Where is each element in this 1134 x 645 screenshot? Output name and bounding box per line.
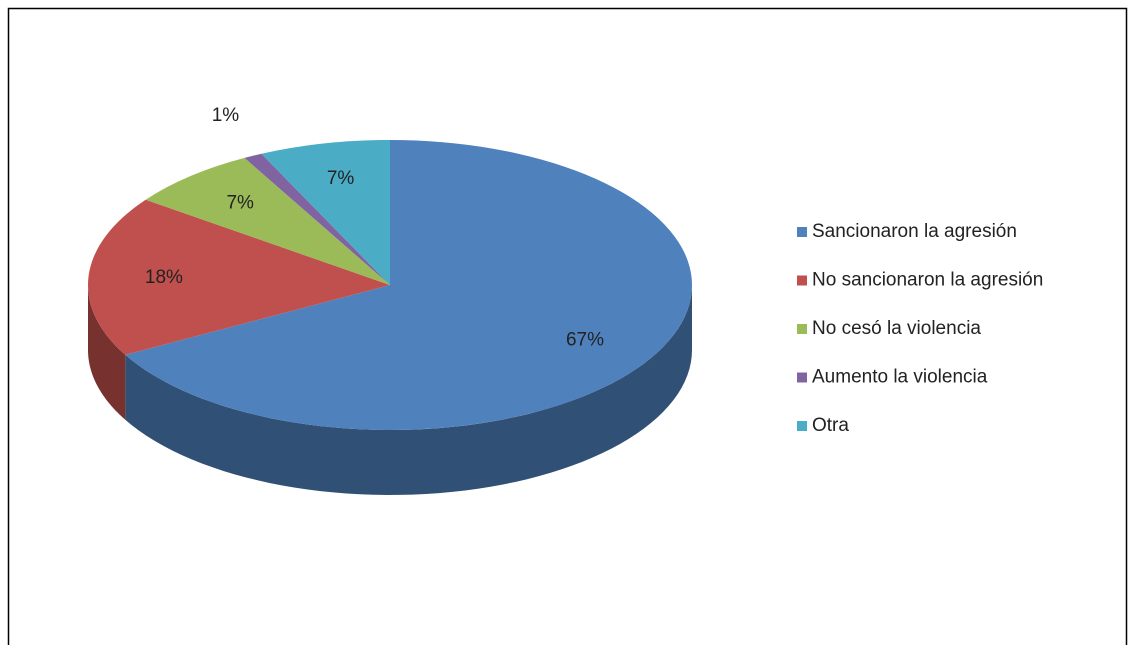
data-label: 7%: [327, 168, 355, 189]
data-label: 1%: [212, 105, 240, 126]
legend-swatch: [797, 275, 807, 286]
legend-swatch: [797, 421, 807, 431]
legend-swatch: [797, 372, 807, 383]
legend-swatch: [797, 324, 807, 334]
data-label: 67%: [566, 329, 604, 350]
legend-label: Otra: [812, 415, 849, 436]
pie-slice: [87, 199, 390, 355]
frame: [7, 7, 1128, 645]
pie-side: [125, 285, 692, 495]
pie-side: [88, 285, 126, 420]
legend-label: Sancionaron la agresión: [812, 221, 1017, 242]
legend-label: No cesó la violencia: [812, 318, 981, 339]
data-label: 7%: [226, 192, 254, 213]
legend-label: Aumento la violencia: [812, 367, 988, 388]
pie-slice: [125, 140, 693, 430]
pie-slice: [145, 157, 390, 285]
legend-swatch: [797, 227, 807, 237]
data-label: 18%: [145, 267, 183, 288]
legend-label: No sancionaron la agresión: [812, 270, 1043, 291]
pie-slice: [261, 140, 390, 285]
pie-slice: [244, 153, 390, 285]
